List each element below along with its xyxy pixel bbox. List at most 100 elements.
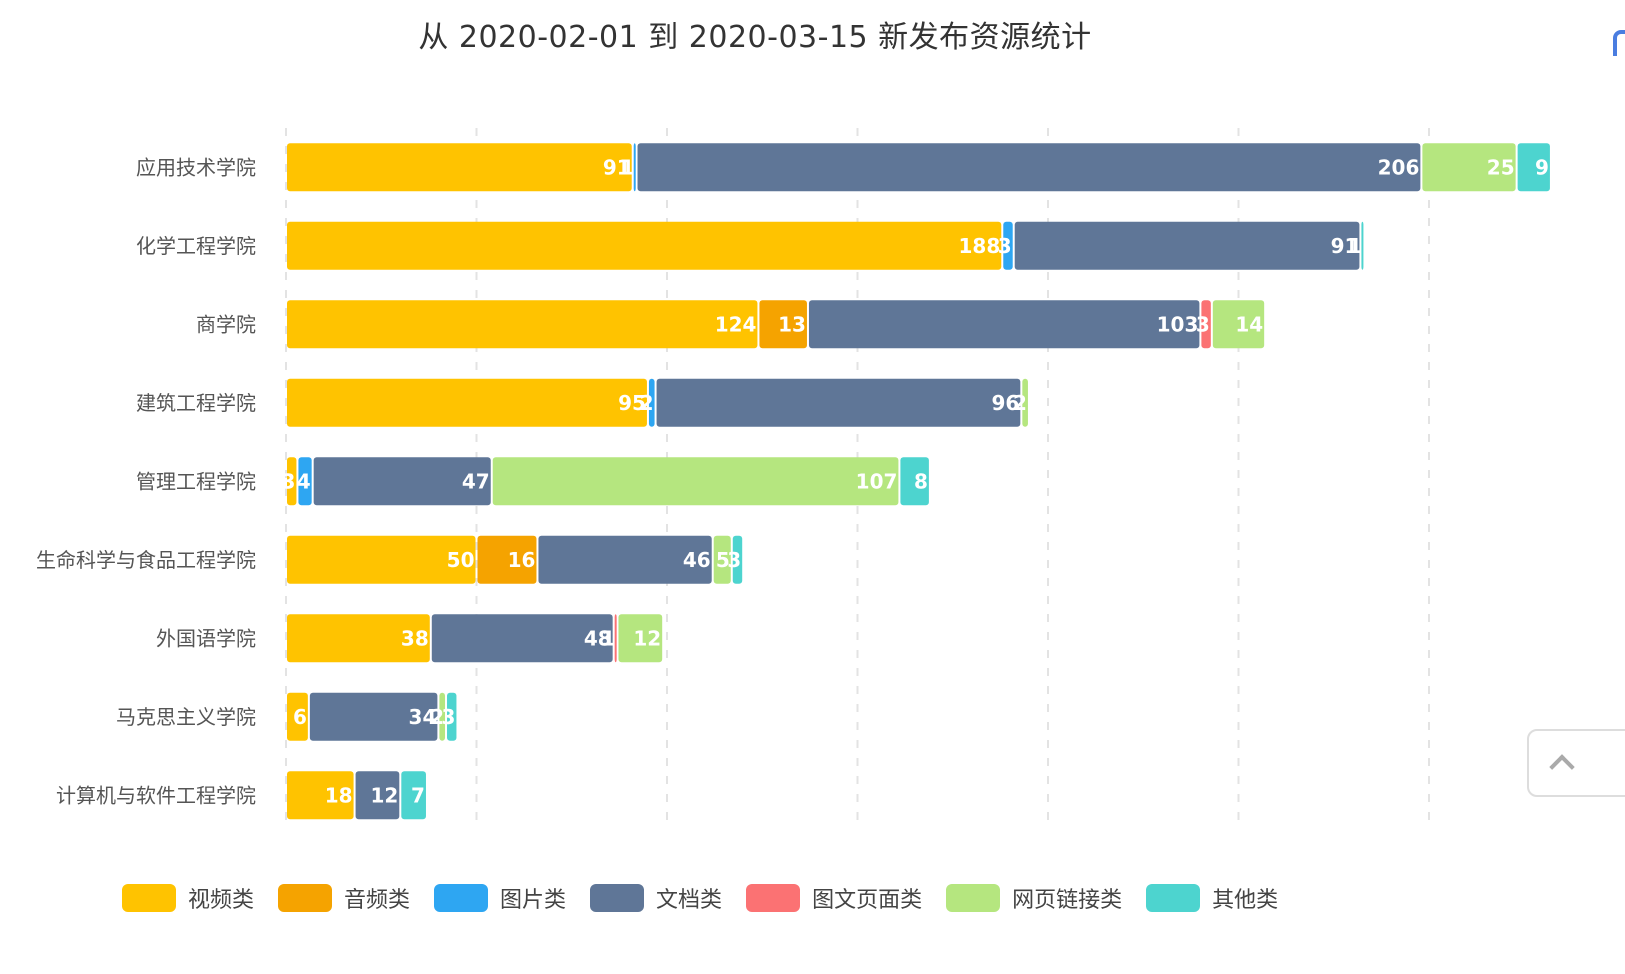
bar-5-7[interactable] [439, 692, 446, 741]
bar-segment[interactable]: 91 [287, 143, 632, 192]
bar-segment[interactable]: 7 [401, 771, 426, 820]
y-axis-label: 生命科学与食品工程学院 [36, 548, 256, 572]
bar-segment[interactable]: 3 [442, 692, 457, 741]
bar-6-7[interactable] [447, 692, 457, 741]
bar-segment[interactable]: 12 [355, 771, 400, 820]
bar-3-8[interactable] [355, 771, 400, 820]
bar-segment[interactable]: 6 [287, 692, 308, 741]
bar-segment[interactable]: 47 [313, 457, 491, 506]
bar-segment[interactable]: 107 [492, 457, 899, 506]
bar-value-label: 3 [998, 234, 1012, 258]
bar-segment[interactable]: 2 [1013, 378, 1028, 427]
bar-segment[interactable]: 1 [621, 143, 636, 192]
bar-segment[interactable]: 1 [602, 614, 617, 663]
bar-segment[interactable]: 9 [1517, 143, 1550, 192]
bar-6-4[interactable] [900, 457, 929, 506]
bar-segment[interactable]: 18 [287, 771, 354, 820]
bar-segment[interactable]: 4 [297, 457, 312, 506]
bar-2-1[interactable] [1003, 221, 1013, 270]
bar-segment[interactable]: 3 [1196, 300, 1211, 349]
legend-item[interactable]: 视频类 [122, 882, 254, 914]
bar-segment[interactable]: 13 [759, 300, 807, 349]
bar-1-2[interactable] [759, 300, 807, 349]
bar-5-0[interactable] [1422, 143, 1516, 192]
bar-5-6[interactable] [618, 614, 663, 663]
bar-segment[interactable]: 38 [287, 614, 430, 663]
back-to-top-button[interactable] [1527, 729, 1625, 797]
bar-segment[interactable]: 46 [538, 535, 712, 584]
bar-6-8[interactable] [401, 771, 426, 820]
bar-2-0[interactable] [633, 143, 636, 192]
bar-segment[interactable]: 16 [477, 535, 537, 584]
bar-segment[interactable]: 50 [287, 535, 476, 584]
bar-value-label: 34 [409, 705, 437, 729]
bar-0-1[interactable] [287, 221, 1002, 270]
bar-segment[interactable]: 206 [637, 143, 1421, 192]
bar-5-3[interactable] [1022, 378, 1028, 427]
bar-5-5[interactable] [713, 535, 731, 584]
bar-0-0[interactable] [287, 143, 632, 192]
bar-3-0[interactable] [637, 143, 1421, 192]
bar-segment[interactable]: 8 [900, 457, 929, 506]
bar-6-0[interactable] [1517, 143, 1550, 192]
bar-segment[interactable]: 34 [309, 692, 438, 741]
bar-value-label: 12 [633, 626, 661, 650]
bar-segment[interactable]: 124 [287, 300, 758, 349]
bar-0-7[interactable] [287, 692, 308, 741]
legend-item[interactable]: 文档类 [590, 882, 722, 914]
bar-segment[interactable]: 3 [282, 457, 297, 506]
bar-3-4[interactable] [313, 457, 491, 506]
bar-2-3[interactable] [648, 378, 655, 427]
bar-0-6[interactable] [287, 614, 430, 663]
bar-segment[interactable]: 1 [1348, 221, 1364, 270]
bar-value-label: 13 [778, 312, 806, 336]
bar-value-label: 8 [914, 469, 928, 493]
bar-value-label: 1 [602, 626, 616, 650]
bar-segment[interactable]: 3 [998, 221, 1013, 270]
bar-segment[interactable]: 14 [1212, 300, 1265, 349]
bar-3-1[interactable] [1014, 221, 1360, 270]
legend-item[interactable]: 网页链接类 [946, 882, 1122, 914]
bar-5-2[interactable] [1212, 300, 1265, 349]
legend-item[interactable]: 图片类 [434, 882, 566, 914]
bar-4-2[interactable] [1201, 300, 1211, 349]
bar-segment[interactable]: 25 [1422, 143, 1516, 192]
bar-value-label: 48 [584, 626, 612, 650]
bar-value-label: 2 [430, 705, 444, 729]
bar-segment[interactable]: 91 [1014, 221, 1360, 270]
bar-value-label: 103 [1157, 312, 1199, 336]
bar-segment[interactable]: 48 [431, 614, 613, 663]
bar-segment[interactable]: 3 [727, 535, 743, 584]
bar-segment[interactable]: 2 [640, 378, 655, 427]
legend-item[interactable]: 图文页面类 [746, 882, 922, 914]
bar-0-5[interactable] [287, 535, 476, 584]
bar-segment[interactable]: 12 [618, 614, 663, 663]
bar-segment[interactable]: 96 [656, 378, 1021, 427]
bar-0-8[interactable] [287, 771, 354, 820]
bar-3-6[interactable] [431, 614, 613, 663]
bar-segment[interactable]: 2 [430, 692, 446, 741]
bar-5-4[interactable] [492, 457, 899, 506]
bar-1-5[interactable] [477, 535, 537, 584]
bar-0-4[interactable] [287, 457, 297, 506]
bar-segment[interactable]: 5 [713, 535, 731, 584]
bar-segment[interactable]: 95 [287, 378, 647, 427]
bar-0-2[interactable] [287, 300, 758, 349]
bar-3-7[interactable] [309, 692, 438, 741]
legend-item[interactable]: 其他类 [1146, 882, 1278, 914]
bar-6-5[interactable] [732, 535, 743, 584]
bar-4-6[interactable] [614, 614, 617, 663]
bar-3-5[interactable] [538, 535, 712, 584]
bar-segment[interactable]: 188 [287, 221, 1002, 270]
legend-item[interactable]: 音频类 [278, 882, 410, 914]
bar-0-3[interactable] [287, 378, 647, 427]
bar-3-2[interactable] [808, 300, 1200, 349]
bar-2-4[interactable] [298, 457, 312, 506]
save-image-icon[interactable] [1613, 30, 1625, 56]
bar-segment[interactable]: 103 [808, 300, 1200, 349]
bar-value-label: 7 [411, 783, 425, 807]
bar-6-1[interactable] [1361, 221, 1364, 270]
bar-3-3[interactable] [656, 378, 1021, 427]
legend-label: 网页链接类 [1012, 888, 1123, 913]
bar-value-label: 96 [991, 391, 1019, 415]
